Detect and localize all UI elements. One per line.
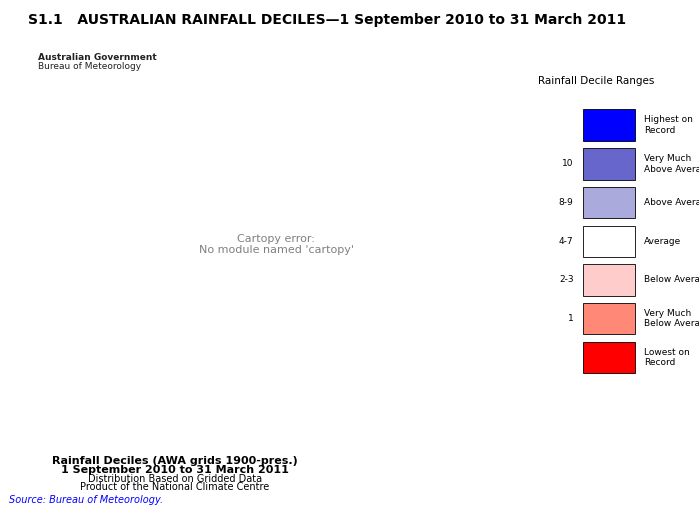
Text: Average: Average xyxy=(644,237,682,246)
Text: Cartopy error:
No module named 'cartopy': Cartopy error: No module named 'cartopy' xyxy=(199,234,354,255)
Text: 1: 1 xyxy=(568,314,574,323)
Text: S1.1   AUSTRALIAN RAINFALL DECILES—1 September 2010 to 31 March 2011: S1.1 AUSTRALIAN RAINFALL DECILES—1 Septe… xyxy=(28,13,626,27)
Text: 2-3: 2-3 xyxy=(559,275,574,285)
Text: Rainfall Decile Ranges: Rainfall Decile Ranges xyxy=(538,76,654,87)
Text: Lowest on
Record: Lowest on Record xyxy=(644,348,690,367)
Text: Above Average: Above Average xyxy=(644,198,699,207)
FancyBboxPatch shape xyxy=(583,342,635,373)
FancyBboxPatch shape xyxy=(583,225,635,257)
FancyBboxPatch shape xyxy=(583,303,635,334)
FancyBboxPatch shape xyxy=(583,109,635,141)
Text: Australian Government: Australian Government xyxy=(38,53,157,63)
FancyBboxPatch shape xyxy=(583,187,635,218)
Text: Distribution Based on Gridded Data: Distribution Based on Gridded Data xyxy=(87,473,262,484)
Text: 4-7: 4-7 xyxy=(559,237,574,246)
Text: Source: Bureau of Meteorology.: Source: Bureau of Meteorology. xyxy=(9,495,163,505)
Text: 1 September 2010 to 31 March 2011: 1 September 2010 to 31 March 2011 xyxy=(61,465,289,475)
FancyBboxPatch shape xyxy=(583,264,635,296)
Text: Bureau of Meteorology: Bureau of Meteorology xyxy=(38,62,142,71)
Text: Below Average: Below Average xyxy=(644,275,699,285)
Text: Product of the National Climate Centre: Product of the National Climate Centre xyxy=(80,482,269,492)
FancyBboxPatch shape xyxy=(583,148,635,180)
Text: 8-9: 8-9 xyxy=(559,198,574,207)
Text: Very Much
Below Average: Very Much Below Average xyxy=(644,309,699,328)
Text: 10: 10 xyxy=(562,159,574,168)
Text: Very Much
Above Average: Very Much Above Average xyxy=(644,154,699,174)
Text: Rainfall Deciles (AWA grids 1900-pres.): Rainfall Deciles (AWA grids 1900-pres.) xyxy=(52,456,298,466)
Text: Highest on
Record: Highest on Record xyxy=(644,116,693,135)
